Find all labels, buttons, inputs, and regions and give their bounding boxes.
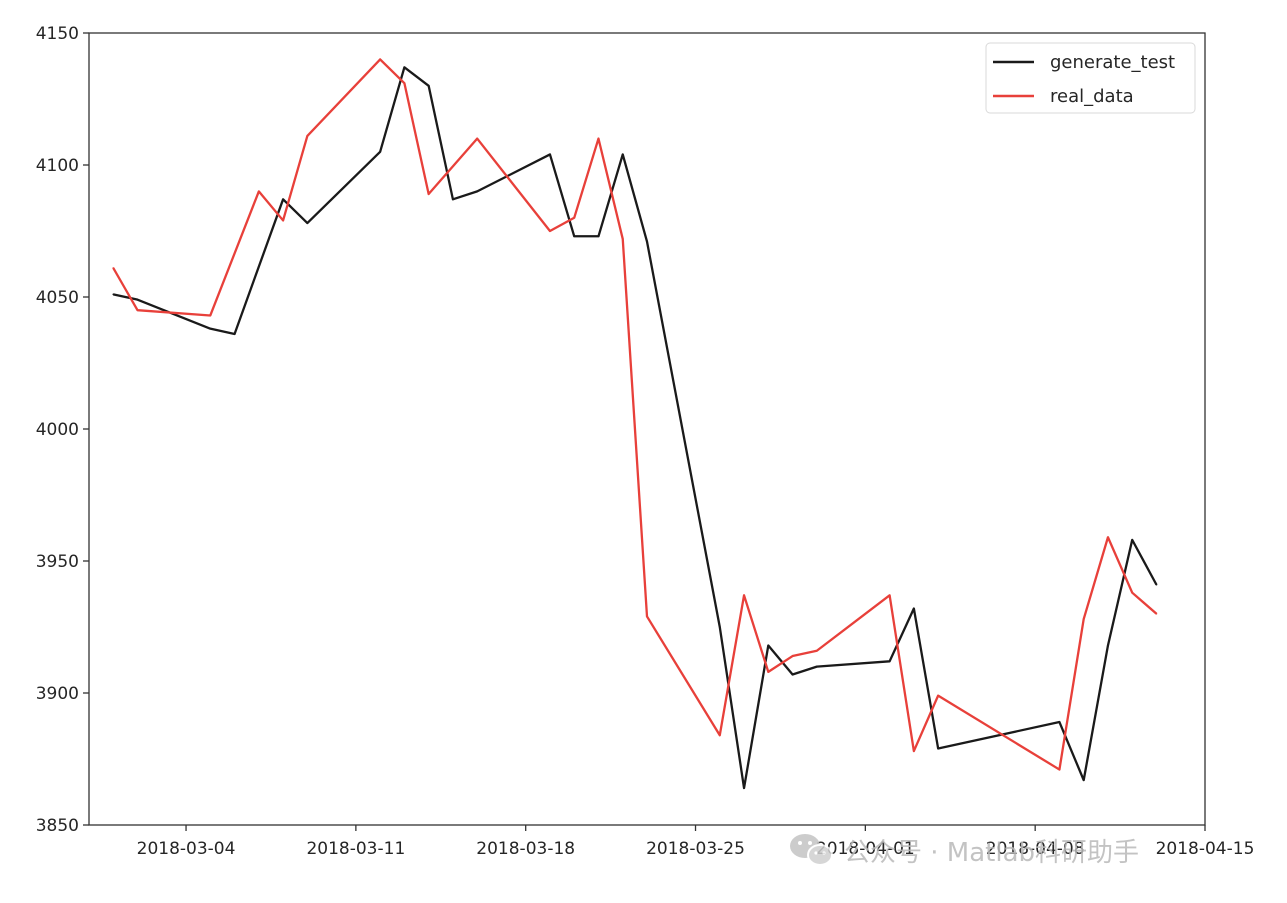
data-point <box>888 660 891 663</box>
data-point <box>913 750 915 752</box>
data-point <box>888 594 891 597</box>
legend-label-generate-test: generate_test <box>1050 52 1175 73</box>
data-point <box>282 219 284 222</box>
data-point <box>136 298 139 301</box>
data-point <box>427 193 430 195</box>
data-point <box>791 655 794 657</box>
data-point <box>379 151 381 153</box>
legend-box <box>985 42 1196 114</box>
watermark-text: 公众号 · Matlab科研助手 <box>844 838 1139 868</box>
x-tick-label: 2018-03-04 <box>137 839 236 859</box>
data-point <box>476 137 478 140</box>
data-point <box>913 607 915 610</box>
x-axis: 2018-03-04 2018-03-11 2018-03-18 2018-03-25… <box>137 825 1255 859</box>
data-point <box>1107 536 1109 539</box>
data-point <box>816 665 818 668</box>
legend: generate_test real_data <box>985 42 1196 114</box>
y-tick-label: 3950 <box>36 552 79 572</box>
data-point <box>816 649 818 652</box>
data-point <box>743 787 745 789</box>
data-point <box>258 190 260 193</box>
data-point <box>136 309 139 312</box>
data-point <box>621 238 624 240</box>
data-point <box>1155 583 1158 586</box>
data-point <box>403 82 406 84</box>
data-point <box>743 594 745 597</box>
data-point <box>306 135 309 137</box>
data-point <box>209 327 212 330</box>
x-tick-label: 2018-03-11 <box>306 839 405 859</box>
data-point <box>1058 768 1061 771</box>
data-point <box>282 198 284 201</box>
data-point <box>1131 591 1134 594</box>
data-point <box>791 673 794 676</box>
data-point <box>597 137 600 140</box>
wechat-icon <box>790 834 833 866</box>
data-point <box>476 190 478 193</box>
data-point <box>1155 613 1158 615</box>
data-point <box>937 747 939 750</box>
x-tick-label: 2018-03-25 <box>646 839 745 859</box>
data-point <box>573 217 576 219</box>
y-tick-label: 4000 <box>36 420 79 440</box>
data-point <box>112 293 115 296</box>
data-point <box>233 333 236 335</box>
data-point <box>767 644 770 647</box>
data-point <box>767 671 770 673</box>
data-point <box>718 626 721 628</box>
data-point <box>1082 779 1085 781</box>
y-tick-label: 3850 <box>36 816 79 836</box>
y-tick-label: 4050 <box>36 288 79 308</box>
data-point <box>112 267 115 269</box>
data-point <box>1082 618 1085 620</box>
y-axis: 3850 3900 3950 4000 4050 4100 4150 <box>36 24 89 836</box>
x-tick-label: 2018-04-08 <box>986 839 1085 859</box>
data-point <box>621 153 624 156</box>
data-point <box>379 58 381 61</box>
data-point <box>427 85 430 87</box>
data-point <box>937 694 939 697</box>
series-layer <box>112 58 1158 790</box>
legend-label-real-data: real_data <box>1050 86 1134 107</box>
data-point <box>573 235 576 238</box>
x-tick-label: 2018-04-15 <box>1156 839 1255 859</box>
y-tick-label: 4100 <box>36 156 79 176</box>
data-point <box>1131 539 1134 541</box>
data-point <box>718 734 721 737</box>
plot-frame <box>88 32 1206 826</box>
series-line-real-data <box>112 58 1158 771</box>
data-point <box>597 235 600 238</box>
data-point <box>403 66 406 69</box>
plot-area <box>88 32 1206 826</box>
data-point <box>452 198 454 201</box>
x-tick-label: 2018-03-18 <box>476 839 575 859</box>
data-point <box>1107 644 1109 647</box>
watermark: 公众号 · Matlab科研助手 <box>790 834 1139 868</box>
data-point <box>549 153 551 156</box>
data-point <box>1058 721 1061 723</box>
y-tick-label: 3900 <box>36 684 79 704</box>
data-point <box>306 222 309 224</box>
y-tick-label: 4150 <box>36 24 79 44</box>
data-point <box>646 240 648 243</box>
data-point <box>549 230 551 232</box>
data-point <box>646 615 648 618</box>
data-point <box>209 314 212 317</box>
x-tick-label: 2018-04-01 <box>816 839 915 859</box>
